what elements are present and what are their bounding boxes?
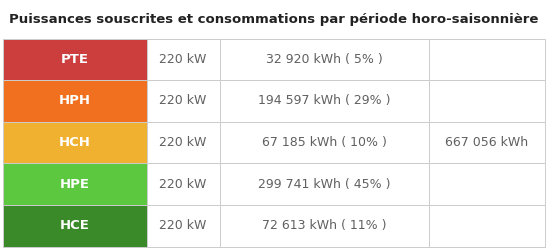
Text: 220 kW: 220 kW — [159, 136, 207, 149]
Bar — [429, 80, 545, 122]
Text: Puissances souscrites et consommations par période horo-saisonnière: Puissances souscrites et consommations p… — [9, 13, 539, 26]
Text: 220 kW: 220 kW — [159, 219, 207, 232]
Bar — [429, 39, 545, 80]
Bar — [220, 163, 429, 205]
Bar — [220, 39, 429, 80]
Text: 299 741 kWh ( 45% ): 299 741 kWh ( 45% ) — [258, 178, 390, 191]
Bar — [146, 122, 220, 163]
Text: HPH: HPH — [59, 94, 90, 108]
Bar — [146, 163, 220, 205]
Bar — [429, 205, 545, 247]
Bar — [3, 122, 146, 163]
Bar — [220, 205, 429, 247]
Text: HCE: HCE — [60, 219, 89, 232]
Bar — [429, 122, 545, 163]
Text: 220 kW: 220 kW — [159, 178, 207, 191]
Text: 220 kW: 220 kW — [159, 53, 207, 66]
Bar — [3, 205, 146, 247]
Text: HCH: HCH — [59, 136, 90, 149]
Text: 220 kW: 220 kW — [159, 94, 207, 108]
Text: 67 185 kWh ( 10% ): 67 185 kWh ( 10% ) — [262, 136, 387, 149]
Bar — [146, 39, 220, 80]
Text: 194 597 kWh ( 29% ): 194 597 kWh ( 29% ) — [258, 94, 390, 108]
Bar — [146, 80, 220, 122]
Text: 667 056 kWh: 667 056 kWh — [446, 136, 528, 149]
Bar — [220, 80, 429, 122]
Bar — [429, 163, 545, 205]
Bar — [146, 205, 220, 247]
Text: HPE: HPE — [60, 178, 90, 191]
Bar — [3, 39, 146, 80]
Text: 72 613 kWh ( 11% ): 72 613 kWh ( 11% ) — [262, 219, 386, 232]
Text: PTE: PTE — [61, 53, 89, 66]
Bar — [220, 122, 429, 163]
Bar — [3, 163, 146, 205]
Bar — [3, 80, 146, 122]
Text: 32 920 kWh ( 5% ): 32 920 kWh ( 5% ) — [266, 53, 383, 66]
